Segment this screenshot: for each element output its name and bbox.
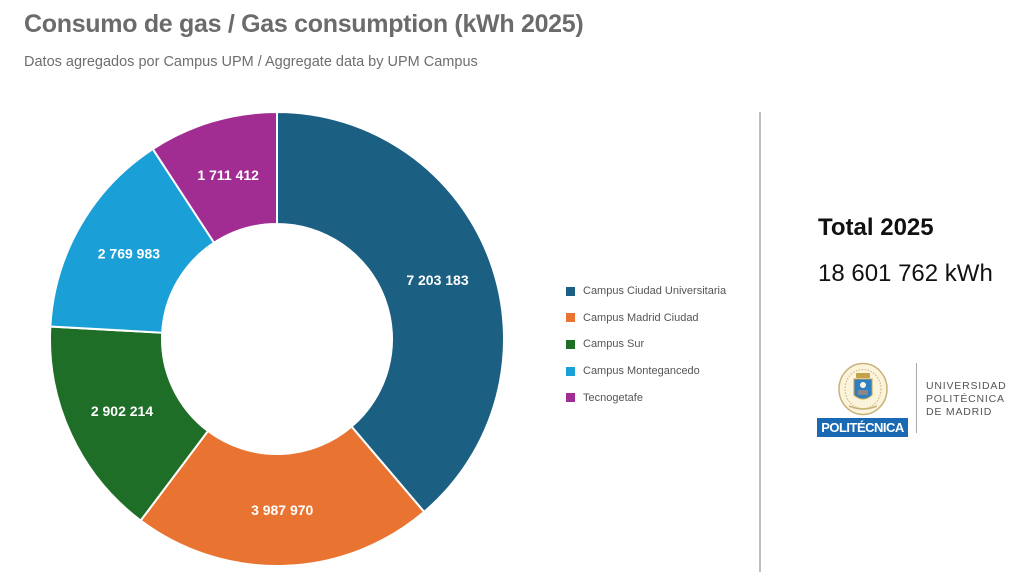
legend-swatch	[566, 393, 575, 403]
legend-swatch	[566, 339, 575, 349]
legend-item: Tecnogetafe	[566, 384, 726, 411]
logo-divider	[916, 363, 917, 433]
slice-data-label: 3 987 970	[251, 502, 313, 518]
donut-chart: 7 203 183 3 987 970 2 902 214 2 769 983 1 71…	[49, 110, 505, 567]
donut-slice-campus-sur	[49, 325, 210, 522]
slice-data-label: 2 902 214	[91, 403, 153, 419]
vertical-divider	[759, 112, 761, 572]
legend-item: Campus Sur	[566, 331, 726, 358]
logo-line-2: POLITÉCNICA	[926, 393, 1005, 405]
legend-swatch	[566, 313, 575, 323]
legend-label: Campus Madrid Ciudad	[583, 311, 699, 324]
slice-data-label: 1 711 412	[197, 167, 259, 183]
logo-line-1: UNIVERSIDAD	[926, 380, 1007, 392]
logo-line-3: DE MADRID	[926, 406, 993, 418]
chart-legend: Campus Ciudad Universitaria Campus Madrid…	[566, 278, 726, 411]
slice-data-label: 2 769 983	[98, 246, 160, 262]
page-subtitle: Datos agregados por Campus UPM / Aggrega…	[24, 54, 478, 70]
donut-slice-tecnogetafe	[151, 110, 278, 245]
slice-data-label: 7 203 183	[406, 272, 468, 288]
upm-seal-icon	[838, 362, 888, 416]
logo-text: UNIVERSIDAD POLITÉCNICA DE MADRID	[926, 380, 1007, 419]
donut-slice-campus-ciudad-universitaria	[276, 110, 505, 514]
legend-item: Campus Montegancedo	[566, 358, 726, 385]
legend-label: Campus Ciudad Universitaria	[583, 285, 727, 298]
total-value: 18 601 762 kWh	[818, 260, 993, 287]
legend-label: Campus Sur	[583, 338, 645, 351]
legend-swatch	[566, 366, 575, 376]
legend-item: Campus Ciudad Universitaria	[566, 278, 726, 305]
logo-badge: POLITÉCNICA	[817, 418, 908, 437]
donut-slice-campus-madrid-ciudad	[139, 425, 426, 567]
upm-logo: POLITÉCNICA UNIVERSIDAD POLITÉCNICA DE M…	[815, 360, 1015, 440]
page-title: Consumo de gas / Gas consumption (kWh 20…	[24, 10, 584, 38]
legend-item: Campus Madrid Ciudad	[566, 305, 726, 332]
legend-swatch	[566, 286, 575, 296]
legend-label: Tecnogetafe	[583, 391, 643, 404]
total-title: Total 2025	[818, 214, 934, 241]
legend-label: Campus Montegancedo	[583, 365, 700, 378]
